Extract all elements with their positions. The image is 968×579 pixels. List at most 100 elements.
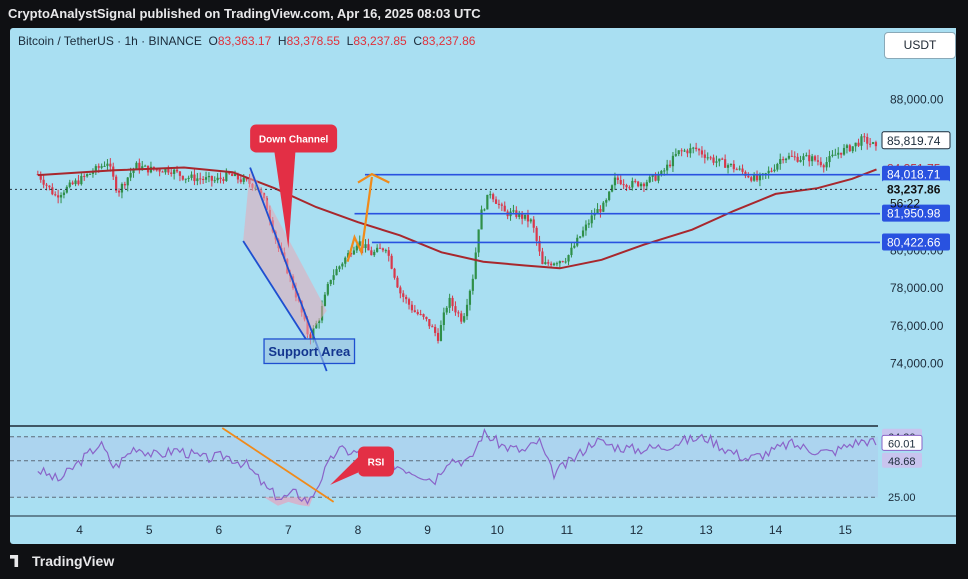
candle-body xyxy=(796,156,799,162)
candle-body xyxy=(120,183,124,193)
candle-body xyxy=(686,150,689,154)
candle-body xyxy=(497,203,501,205)
candle-body xyxy=(242,177,245,182)
candle-body xyxy=(465,304,469,317)
candle-body xyxy=(129,173,132,178)
candle-body xyxy=(700,150,704,155)
time-tick-label: 4 xyxy=(76,523,83,537)
candle-body xyxy=(228,172,231,174)
candle-body xyxy=(587,223,590,225)
candle-body xyxy=(851,146,854,152)
candle-body xyxy=(335,269,338,276)
candle-body xyxy=(416,311,419,315)
candle-body xyxy=(323,294,327,306)
candle-body xyxy=(428,319,431,327)
candle-body xyxy=(106,163,109,166)
candle-body xyxy=(245,177,248,180)
candle-body xyxy=(755,174,759,181)
time-tick-label: 5 xyxy=(146,523,153,537)
candle-body xyxy=(454,306,457,313)
tradingview-logo-icon xyxy=(10,555,19,567)
candle-body xyxy=(219,177,222,180)
candle-body xyxy=(364,244,367,249)
candle-body xyxy=(204,177,208,180)
candle-body xyxy=(48,185,51,188)
candle-body xyxy=(100,166,103,168)
candle-body xyxy=(863,136,866,138)
candle-body xyxy=(436,332,440,341)
candle-body xyxy=(770,170,773,172)
candle-body xyxy=(410,304,414,311)
candle-body xyxy=(869,143,872,145)
candle-body xyxy=(80,175,83,185)
candle-body xyxy=(608,191,611,201)
down-channel-lower-line xyxy=(242,240,307,340)
rsi-tick-label: 48.68 xyxy=(888,456,916,468)
candle-body xyxy=(631,180,634,188)
time-tick-label: 11 xyxy=(561,523,574,537)
tradingview-logo-text: TradingView xyxy=(32,553,115,569)
candle-body xyxy=(790,155,793,157)
candle-body xyxy=(57,195,60,198)
candle-body xyxy=(712,157,715,163)
candle-body xyxy=(538,240,541,252)
time-tick-label: 9 xyxy=(424,523,431,537)
candle-body xyxy=(74,180,77,185)
support-area-label: Support Area xyxy=(268,344,351,359)
candle-body xyxy=(457,312,460,314)
candle-body xyxy=(613,177,617,186)
candle-body xyxy=(358,241,361,246)
candle-body xyxy=(532,219,535,228)
candle-body xyxy=(448,297,451,308)
candle-body xyxy=(222,179,225,181)
candle-body xyxy=(88,173,92,175)
price-tick-label: 88,000.00 xyxy=(890,93,944,107)
candle-body xyxy=(831,154,834,157)
time-tick-label: 15 xyxy=(839,523,853,537)
currency-button[interactable]: USDT xyxy=(884,32,956,59)
candle-body xyxy=(793,156,796,158)
candle-body xyxy=(695,147,698,150)
candle-body xyxy=(503,205,506,212)
candle-body xyxy=(349,253,353,255)
candle-body xyxy=(819,161,822,166)
candle-body xyxy=(126,177,129,186)
candle-body xyxy=(419,314,422,316)
candle-body xyxy=(376,247,379,252)
candle-body xyxy=(581,230,585,237)
candle-body xyxy=(616,177,619,180)
candle-body xyxy=(468,290,472,305)
candle-body xyxy=(138,162,141,170)
candle-body xyxy=(573,245,576,248)
time-tick-label: 6 xyxy=(215,523,222,537)
candle-body xyxy=(425,316,428,320)
candle-body xyxy=(689,148,692,154)
candle-body xyxy=(602,202,605,212)
candle-body xyxy=(860,136,863,146)
candle-body xyxy=(726,165,730,168)
symbol-info: Bitcoin / TetherUS · 1h · BINANCE O83,36… xyxy=(18,34,475,48)
candle-body xyxy=(202,179,205,181)
candle-body xyxy=(231,173,234,177)
level-label: 81,950.98 xyxy=(887,207,941,221)
candle-body xyxy=(866,136,869,144)
candle-body xyxy=(787,155,791,159)
candle-body xyxy=(332,275,335,280)
candle-body xyxy=(187,177,190,179)
candle-body xyxy=(86,174,89,177)
candle-body xyxy=(813,156,817,161)
candle-body xyxy=(639,183,643,187)
candle-body xyxy=(758,175,762,181)
bullish-projection-arrow xyxy=(346,176,374,263)
support-area-box xyxy=(263,338,356,365)
tradingview-logo[interactable]: TradingView xyxy=(10,553,114,569)
rsi-callout-label: RSI xyxy=(368,457,385,468)
candle-body xyxy=(634,180,637,182)
rsi-tick-bg xyxy=(882,452,922,468)
candle-body xyxy=(564,261,567,263)
candle-body xyxy=(489,194,492,196)
candle-body xyxy=(715,161,718,163)
candle-body xyxy=(373,251,376,256)
candle-body xyxy=(51,187,54,195)
